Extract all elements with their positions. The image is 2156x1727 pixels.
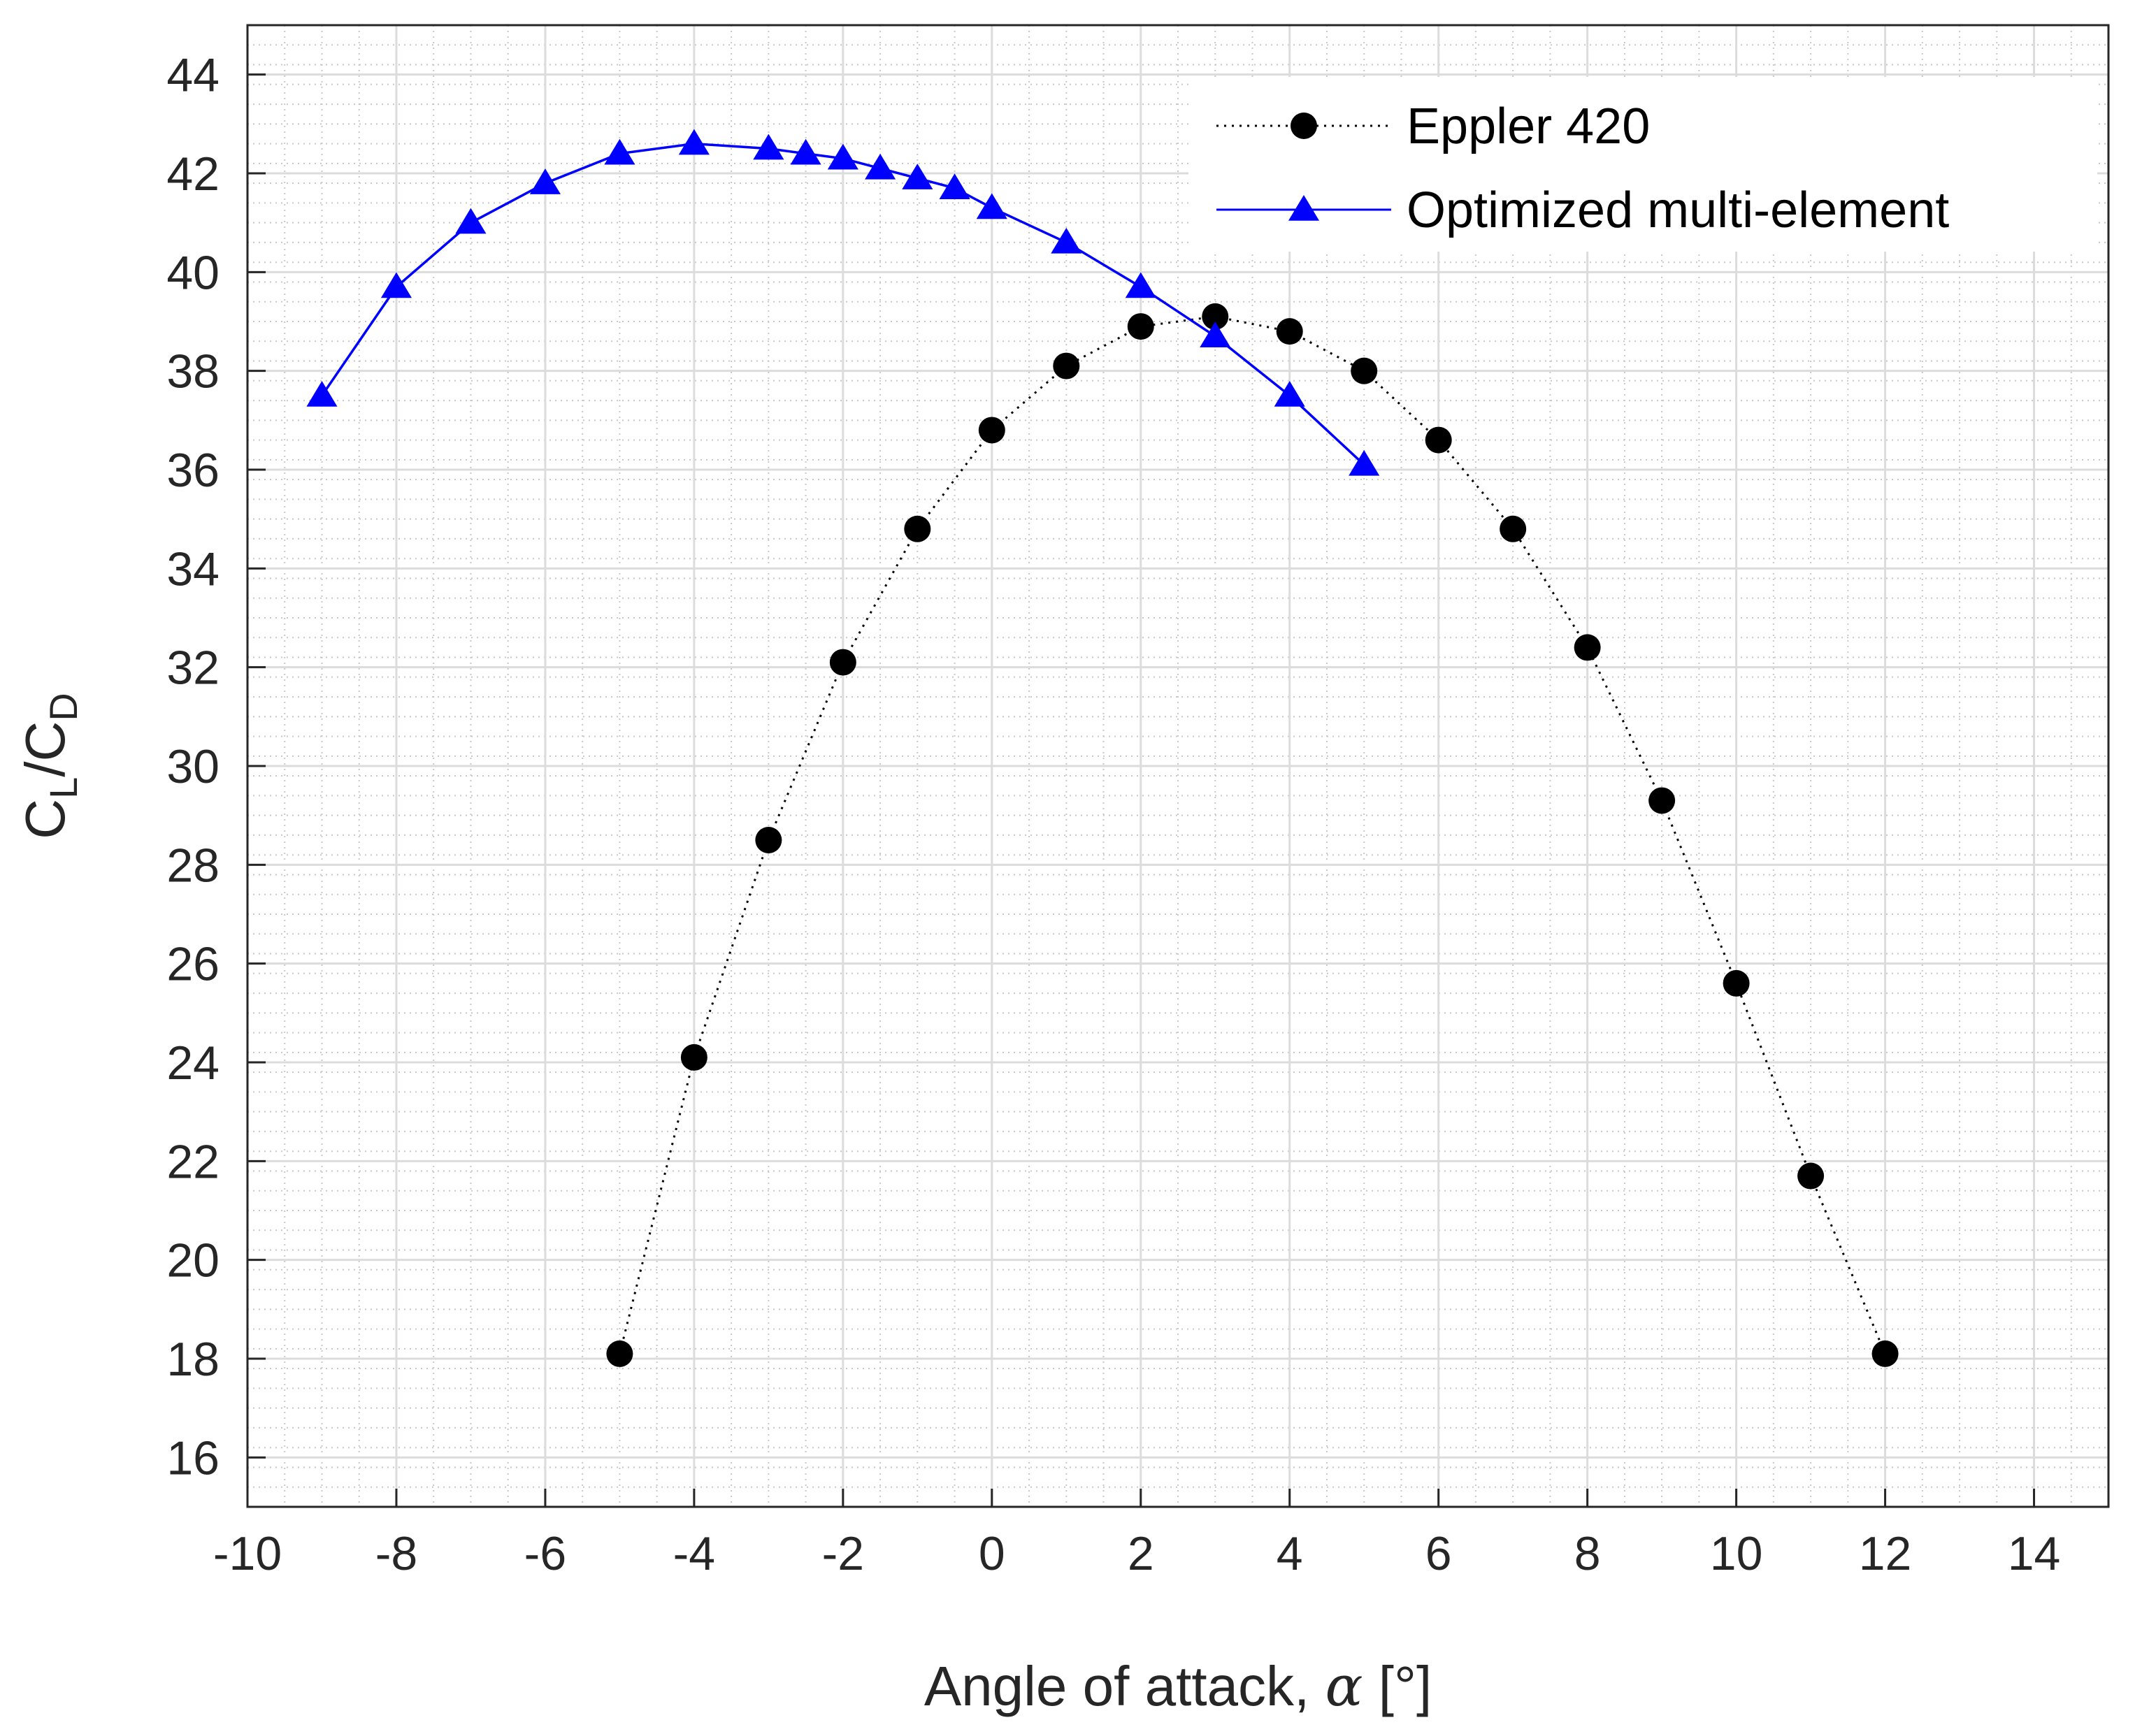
data-point <box>678 129 710 155</box>
data-point <box>1202 303 1229 330</box>
y-tick-label: 44 <box>166 49 220 102</box>
data-point <box>902 164 933 189</box>
legend-marker <box>1291 113 1317 139</box>
data-point <box>680 1043 707 1071</box>
data-point <box>1351 357 1378 384</box>
data-point <box>1051 227 1082 254</box>
x-tick-label: 8 <box>1574 1527 1601 1580</box>
data-point <box>978 417 1005 444</box>
data-point <box>976 193 1007 219</box>
y-tick-label: 26 <box>166 938 220 991</box>
data-point <box>1276 318 1303 345</box>
data-point <box>1053 352 1080 380</box>
data-point <box>865 153 896 180</box>
y-tick-label: 18 <box>166 1333 220 1386</box>
x-tick-label: -10 <box>213 1527 282 1580</box>
y-tick-label: 32 <box>166 642 220 695</box>
y-tick-label: 22 <box>166 1135 220 1188</box>
data-point <box>455 208 487 234</box>
y-tick-label: 42 <box>166 147 220 201</box>
data-point <box>380 272 412 298</box>
y-tick-label: 16 <box>166 1431 220 1484</box>
y-tick-label: 30 <box>166 740 220 793</box>
series-1 <box>606 303 1899 1367</box>
y-tick-label: 34 <box>166 542 220 595</box>
data-point <box>1274 381 1305 407</box>
series-line <box>618 315 1886 1354</box>
data-point <box>790 138 821 165</box>
y-tick-label: 36 <box>166 444 220 497</box>
legend-box <box>1188 77 2097 252</box>
x-tick-label: 2 <box>1128 1527 1154 1580</box>
y-tick-label: 38 <box>166 345 220 398</box>
data-point <box>1723 969 1750 997</box>
x-tick-label: 14 <box>2008 1527 2061 1580</box>
y-tick-labels: 16 18 20 22 24 26 28 30 32 34 36 38 40 42 44 <box>166 49 220 1485</box>
data-point <box>1574 634 1601 661</box>
data-point <box>1425 426 1452 454</box>
data-point <box>1648 787 1676 814</box>
data-point <box>1127 313 1154 340</box>
x-tick-label: -8 <box>375 1527 417 1580</box>
data-point <box>829 649 856 676</box>
y-axis-title: CL/CD <box>14 693 85 839</box>
data-point <box>306 381 338 407</box>
x-tick-label: 6 <box>1425 1527 1452 1580</box>
x-tick-label: 4 <box>1277 1527 1303 1580</box>
x-axis-title: Angle of attack, α [°] <box>924 1654 1432 1719</box>
x-tick-labels: -10 -8 -6 -4 -2 0 2 4 6 8 10 12 14 <box>213 1527 2060 1580</box>
legend-marker <box>1288 195 1320 221</box>
y-tick-label: 28 <box>166 839 220 892</box>
data-point <box>1200 321 1231 347</box>
legend-item-2: Optimized multi-element <box>1216 182 1949 238</box>
data-point <box>529 168 561 194</box>
data-point <box>1797 1162 1825 1190</box>
series-2 <box>306 129 1380 476</box>
data-point <box>606 1340 633 1367</box>
data-point <box>755 827 782 853</box>
x-tick-label: 0 <box>979 1527 1005 1580</box>
data-point <box>604 138 635 165</box>
data-point <box>1500 515 1527 542</box>
x-tick-label: 12 <box>1859 1527 1912 1580</box>
y-tick-label: 20 <box>166 1234 220 1287</box>
data-point <box>1871 1340 1899 1367</box>
legend: Eppler 420 Optimized multi-element <box>1188 77 2097 252</box>
series-layer <box>306 129 1899 1367</box>
svg-text:CL/CD: CL/CD <box>14 693 85 839</box>
legend-item-1: Eppler 420 <box>1216 99 1650 154</box>
x-tick-label: -2 <box>822 1527 864 1580</box>
data-point <box>904 515 931 542</box>
axis-ticks <box>246 73 2036 1507</box>
data-point <box>1349 449 1380 476</box>
data-point <box>1125 272 1156 298</box>
x-tick-label: 10 <box>1710 1527 1763 1580</box>
y-tick-label: 24 <box>166 1036 220 1090</box>
data-point <box>827 143 858 170</box>
data-point <box>939 173 970 199</box>
legend-label: Eppler 420 <box>1407 99 1650 154</box>
y-tick-label: 40 <box>166 246 220 299</box>
x-tick-label: -4 <box>673 1527 715 1580</box>
x-tick-label: -6 <box>524 1527 566 1580</box>
data-point <box>753 133 784 160</box>
legend-label: Optimized multi-element <box>1407 182 1949 238</box>
